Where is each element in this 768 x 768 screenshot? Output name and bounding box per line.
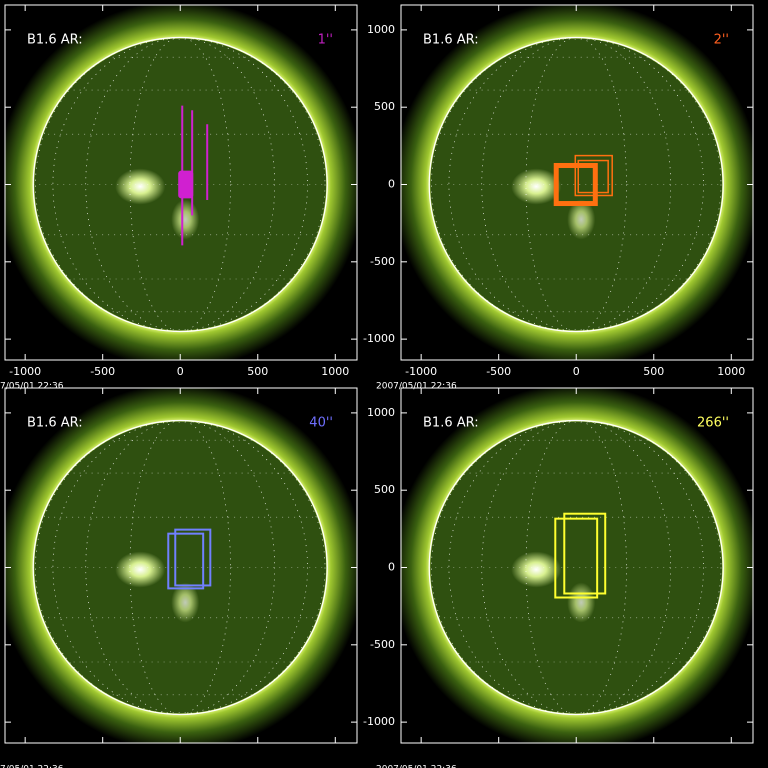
box xyxy=(577,159,609,194)
active-region xyxy=(171,199,200,240)
longitude xyxy=(431,37,722,332)
longitude xyxy=(525,37,627,332)
x-tick-label: -500 xyxy=(90,365,115,378)
x-tick-label: -1000 xyxy=(9,365,41,378)
x-tick-label: 500 xyxy=(247,365,268,378)
longitude xyxy=(35,420,326,715)
date: 7/05/01 22:36 xyxy=(0,382,64,392)
longitude xyxy=(525,420,627,715)
y-tick-label: 500 xyxy=(374,483,395,496)
box xyxy=(174,528,212,587)
active-region xyxy=(511,168,562,205)
disk xyxy=(430,421,723,714)
longitude xyxy=(481,420,672,715)
panel-label: B1.6 AR: xyxy=(27,416,83,431)
y-tick-label: 500 xyxy=(374,100,395,113)
longitude xyxy=(448,420,704,715)
x-tick-label: 0 xyxy=(573,365,580,378)
y-tick-label: 0 xyxy=(388,178,395,191)
frame xyxy=(4,387,358,744)
y-tick-label: -500 xyxy=(370,255,395,268)
box xyxy=(554,517,599,599)
panel-tag: 2'' xyxy=(714,33,729,48)
frame xyxy=(400,387,754,744)
active-region xyxy=(567,199,596,240)
box xyxy=(574,154,613,197)
frame xyxy=(4,4,358,361)
active-region xyxy=(511,551,562,588)
date: 2007/05/01 22:36 xyxy=(376,382,457,392)
y-tick-label: -1000 xyxy=(363,715,395,728)
panel-label: B1.6 AR: xyxy=(27,33,83,48)
panel-tag: 40'' xyxy=(309,416,333,431)
panel xyxy=(401,5,753,360)
panel-tag: 266'' xyxy=(697,416,729,431)
box xyxy=(563,512,607,595)
longitude xyxy=(52,37,308,332)
panel-label: B1.6 AR: xyxy=(423,416,479,431)
y-tick-label: -500 xyxy=(370,638,395,651)
panel xyxy=(401,388,753,743)
disk xyxy=(34,421,327,714)
y-tick-label: 1000 xyxy=(367,406,395,419)
panel-tag: 1'' xyxy=(318,33,333,48)
longitude xyxy=(129,37,231,332)
x-tick-label: 0 xyxy=(177,365,184,378)
box xyxy=(178,170,194,199)
panel-label: B1.6 AR: xyxy=(423,33,479,48)
disk xyxy=(430,38,723,331)
active-region xyxy=(171,582,200,623)
panel xyxy=(5,5,357,360)
x-tick-label: 1000 xyxy=(321,365,349,378)
longitude xyxy=(35,37,326,332)
frame xyxy=(400,4,754,361)
longitude xyxy=(448,37,704,332)
longitude xyxy=(481,37,672,332)
longitude xyxy=(85,420,276,715)
y-tick-label: -1000 xyxy=(363,332,395,345)
x-tick-label: -1000 xyxy=(405,365,437,378)
longitude xyxy=(129,420,231,715)
active-region xyxy=(567,582,596,623)
active-region xyxy=(115,551,166,588)
y-tick-label: 0 xyxy=(388,561,395,574)
box xyxy=(167,532,205,590)
x-tick-label: 500 xyxy=(643,365,664,378)
panel xyxy=(5,388,357,743)
x-tick-label: 1000 xyxy=(717,365,745,378)
x-tick-label: -500 xyxy=(486,365,511,378)
longitude xyxy=(85,37,276,332)
active-region xyxy=(115,168,166,205)
longitude xyxy=(52,420,308,715)
date: 7/05/01 22:36 xyxy=(0,765,64,768)
date: 2007/05/01 22:36 xyxy=(376,765,457,768)
y-tick-label: 1000 xyxy=(367,23,395,36)
